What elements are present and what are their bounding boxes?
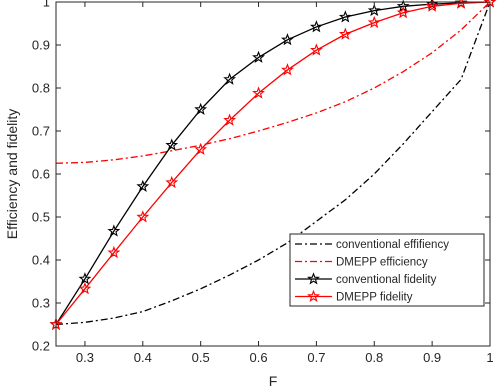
data-point — [367, 15, 381, 29]
data-point — [252, 86, 265, 99]
data-point — [107, 224, 121, 237]
y-tick-label: 0.6 — [32, 167, 50, 182]
series-line — [55, 1, 491, 164]
data-point — [107, 245, 121, 259]
y-tick-label: 0.8 — [32, 81, 50, 96]
data-point — [309, 20, 323, 33]
data-point — [78, 272, 92, 285]
series-line — [55, 1, 491, 326]
x-tick-label: 0.5 — [192, 350, 210, 365]
x-tick-label: 0.8 — [365, 350, 383, 365]
legend-item-3: conventional fidelity — [295, 272, 437, 286]
data-point — [396, 5, 410, 19]
data-point — [252, 50, 265, 63]
axes — [55, 1, 491, 347]
legend-box — [289, 233, 485, 307]
series-2 — [55, 1, 491, 164]
series-line — [55, 1, 491, 325]
y-tick-label: 0.4 — [32, 253, 50, 268]
legend-item-2: DMEPP efficiency — [295, 257, 428, 269]
data-point — [78, 282, 92, 295]
legend: conventional effifiency DMEPP efficiency c… — [289, 233, 485, 307]
legend-label: conventional effifiency — [336, 239, 449, 251]
x-tick-label: 0.3 — [76, 350, 94, 365]
data-point — [194, 142, 208, 155]
data-point — [338, 10, 352, 23]
data-point — [223, 113, 237, 126]
y-axis-label: Efficiency and fidelity — [4, 109, 20, 239]
y-tick-label: 0.7 — [32, 124, 50, 139]
y-tick-label: 0.9 — [32, 38, 50, 53]
data-point — [194, 102, 208, 115]
series-1 — [55, 1, 491, 326]
series-3 — [49, 0, 497, 330]
data-point — [309, 43, 323, 56]
y-tick-label: 0.3 — [32, 296, 50, 311]
legend-item-1: conventional effifiency — [295, 239, 449, 251]
x-tick-label: 0.9 — [423, 350, 441, 365]
y-tick-label: 0.2 — [32, 339, 50, 354]
legend-label: DMEPP efficiency — [336, 257, 428, 269]
x-axis-label: F — [269, 373, 278, 389]
y-tick-label: 1 — [43, 0, 50, 10]
y-tick-label: 0.5 — [32, 210, 50, 225]
x-tick-label: 0.4 — [134, 350, 152, 365]
data-point — [136, 179, 150, 192]
legend-label: DMEPP fidelity — [336, 292, 413, 304]
data-point — [281, 33, 294, 46]
data-point — [136, 210, 150, 223]
data-point — [425, 0, 439, 12]
data-point — [223, 72, 237, 85]
data-point — [281, 63, 294, 76]
legend-item-4: DMEPP fidelity — [295, 289, 413, 304]
legend-marker — [307, 289, 320, 302]
data-point — [165, 175, 179, 189]
data-point — [165, 138, 179, 151]
x-tick-label: 0.6 — [249, 350, 267, 365]
legend-marker — [307, 272, 320, 285]
data-point — [367, 3, 381, 17]
x-tick-label: 0.7 — [307, 350, 325, 365]
series-line — [55, 1, 491, 325]
legend-label: conventional fidelity — [336, 274, 437, 286]
tick-labels: 0.3 0.4 0.5 0.6 0.7 0.8 0.9 1 0.2 0.3 0.4 0.5 0.6 0.7… — [32, 0, 494, 365]
x-tick-label: 1 — [486, 350, 493, 365]
data-point — [338, 27, 352, 40]
